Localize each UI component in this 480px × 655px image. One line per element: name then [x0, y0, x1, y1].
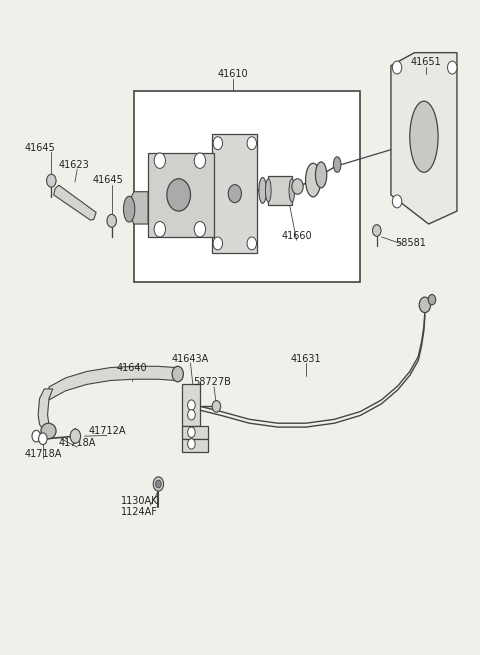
Ellipse shape — [334, 157, 341, 172]
Circle shape — [188, 427, 195, 438]
Ellipse shape — [315, 162, 327, 188]
Circle shape — [188, 409, 195, 420]
Circle shape — [392, 61, 402, 74]
Circle shape — [372, 225, 381, 236]
Polygon shape — [49, 366, 176, 400]
Circle shape — [392, 195, 402, 208]
Circle shape — [107, 214, 117, 227]
Circle shape — [428, 295, 436, 305]
Bar — [148, 153, 214, 237]
Circle shape — [212, 401, 221, 412]
Polygon shape — [38, 389, 54, 431]
Polygon shape — [54, 185, 96, 220]
Circle shape — [47, 174, 56, 187]
Text: 41718A: 41718A — [59, 438, 96, 447]
Polygon shape — [129, 192, 148, 224]
Circle shape — [188, 400, 195, 410]
Text: 41640: 41640 — [116, 364, 147, 373]
Bar — [182, 426, 208, 440]
Ellipse shape — [41, 423, 56, 439]
Ellipse shape — [172, 366, 183, 382]
Text: 41718A: 41718A — [24, 449, 61, 458]
Ellipse shape — [289, 179, 295, 202]
Circle shape — [194, 153, 205, 168]
Circle shape — [292, 179, 303, 195]
Ellipse shape — [306, 163, 321, 197]
Circle shape — [38, 433, 47, 445]
Text: 1130AK: 1130AK — [121, 496, 158, 506]
Text: 41610: 41610 — [217, 69, 248, 79]
Circle shape — [213, 237, 223, 250]
Text: 41645: 41645 — [93, 175, 123, 185]
Circle shape — [70, 429, 81, 443]
Bar — [182, 440, 208, 453]
Circle shape — [188, 439, 195, 449]
Circle shape — [213, 137, 223, 149]
Circle shape — [167, 179, 191, 211]
Circle shape — [447, 61, 457, 74]
Circle shape — [247, 137, 256, 149]
Ellipse shape — [410, 101, 438, 172]
Circle shape — [154, 221, 166, 237]
Text: 41651: 41651 — [411, 58, 442, 67]
Text: 41645: 41645 — [24, 143, 55, 153]
Circle shape — [153, 477, 164, 491]
Text: 1124AF: 1124AF — [121, 507, 158, 517]
Circle shape — [156, 480, 161, 488]
Bar — [182, 384, 200, 426]
Ellipse shape — [419, 297, 431, 312]
Circle shape — [32, 430, 40, 442]
Text: 41712A: 41712A — [88, 426, 126, 436]
Circle shape — [228, 185, 241, 202]
Ellipse shape — [259, 178, 266, 203]
Bar — [134, 92, 360, 282]
Polygon shape — [391, 52, 457, 224]
Bar — [268, 176, 292, 205]
Ellipse shape — [123, 196, 135, 222]
Bar — [212, 134, 256, 253]
Text: 58581: 58581 — [396, 238, 426, 248]
Text: 41643A: 41643A — [172, 354, 209, 364]
Text: 41631: 41631 — [291, 354, 321, 364]
Circle shape — [194, 221, 205, 237]
Circle shape — [154, 153, 166, 168]
Text: 41623: 41623 — [59, 160, 89, 170]
Circle shape — [247, 237, 256, 250]
Text: 41660: 41660 — [281, 231, 312, 240]
Ellipse shape — [265, 179, 271, 202]
Text: 58727B: 58727B — [193, 377, 230, 388]
